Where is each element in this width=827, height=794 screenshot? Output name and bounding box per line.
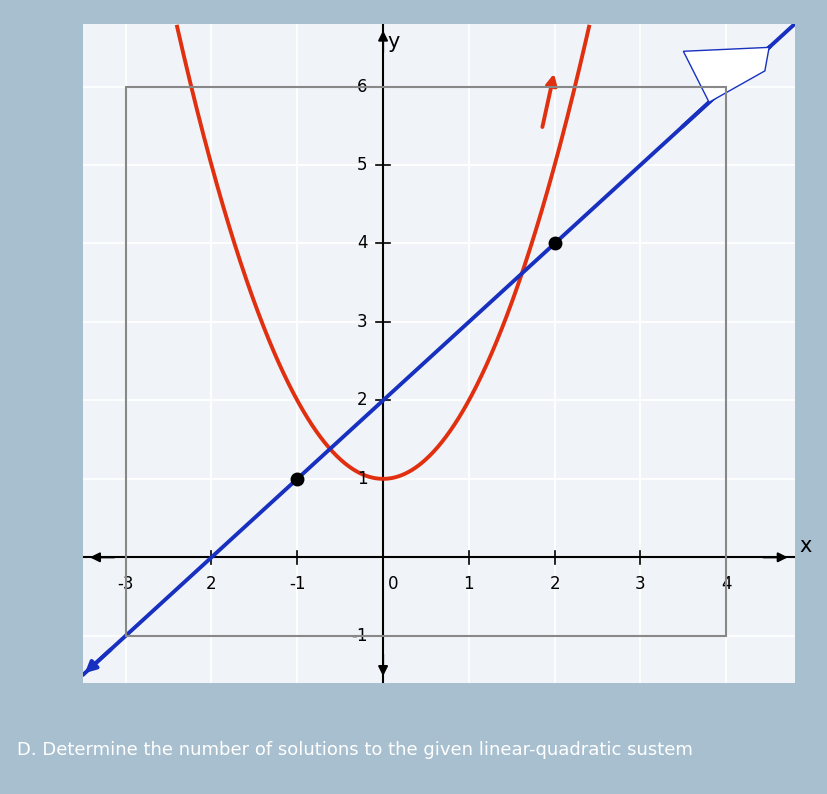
Text: 6: 6	[356, 78, 367, 95]
Text: 2: 2	[206, 575, 217, 592]
Polygon shape	[682, 48, 768, 102]
Text: 3: 3	[634, 575, 645, 592]
Text: 2: 2	[548, 575, 559, 592]
Bar	[126, 87, 725, 636]
Text: -3: -3	[117, 575, 134, 592]
Text: -1: -1	[289, 575, 305, 592]
Text: D. Determine the number of solutions to the given linear-quadratic sustem: D. Determine the number of solutions to …	[17, 742, 691, 759]
Text: x: x	[798, 535, 810, 556]
Text: 1: 1	[356, 470, 367, 488]
Text: 3: 3	[356, 313, 367, 331]
Text: 2: 2	[356, 391, 367, 410]
Text: y: y	[387, 32, 399, 52]
Text: -1: -1	[351, 626, 367, 645]
Text: 4: 4	[720, 575, 730, 592]
Text: 5: 5	[356, 156, 367, 174]
Bar	[126, 87, 725, 636]
Text: 0: 0	[388, 575, 398, 592]
Text: 4: 4	[356, 234, 367, 252]
Text: 1: 1	[463, 575, 474, 592]
